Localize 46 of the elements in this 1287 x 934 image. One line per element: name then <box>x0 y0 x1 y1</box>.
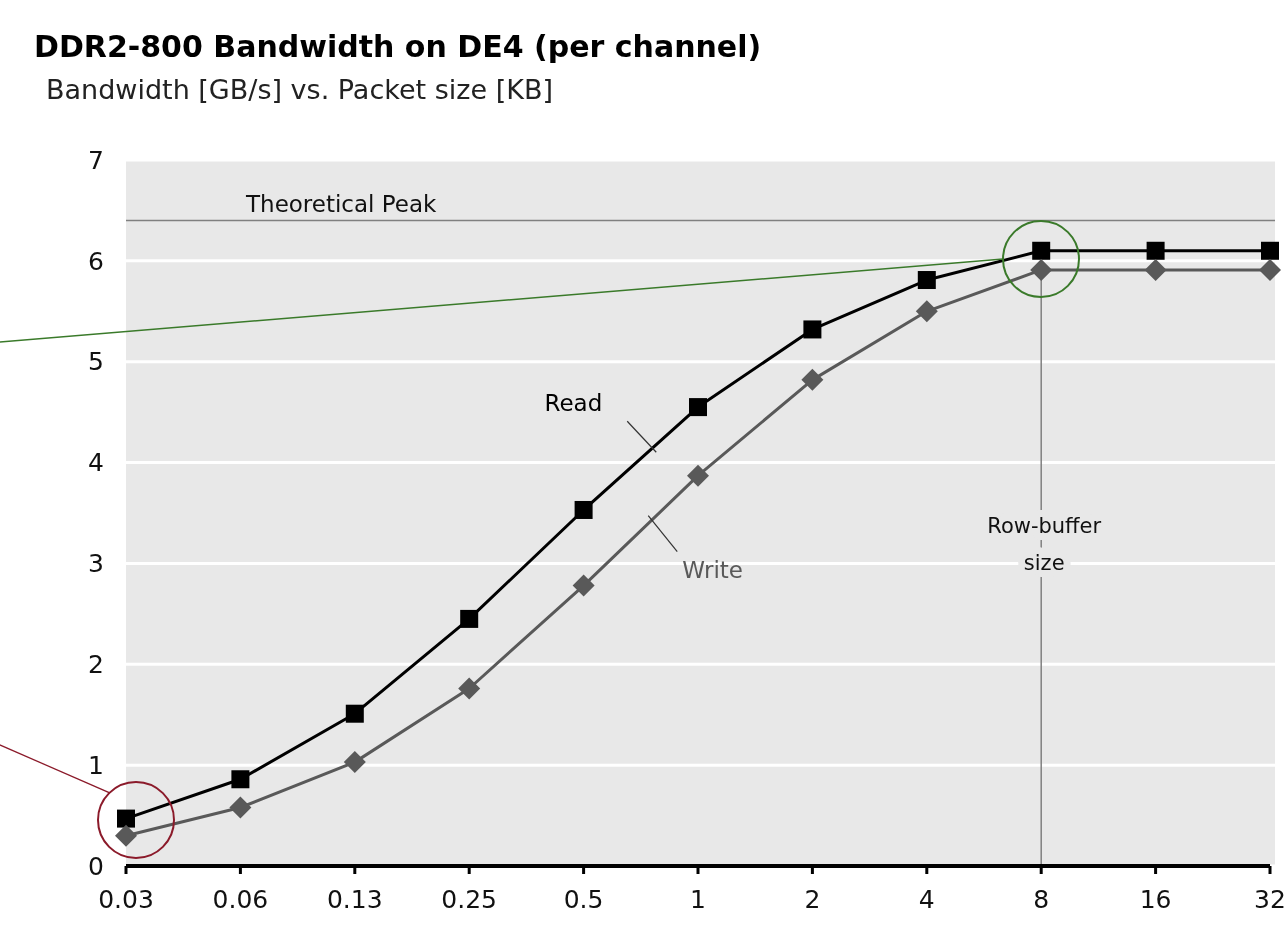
point <box>1032 241 1051 260</box>
text: Write <box>682 556 743 583</box>
chart-title: DDR2-800 Bandwidth on DE4 (per channel) <box>34 29 762 64</box>
chart-subtitle: Bandwidth [GB/s] vs. Packet size [KB] <box>46 74 553 105</box>
x-tick-label: 0.5 <box>563 885 604 914</box>
point <box>345 704 364 723</box>
point <box>801 368 824 391</box>
point <box>458 677 481 700</box>
point <box>915 300 938 323</box>
point <box>343 751 366 774</box>
point <box>803 320 822 339</box>
point <box>115 824 137 847</box>
x-tick-label: 0.25 <box>441 885 498 914</box>
x-tick-label: 0.03 <box>98 885 154 914</box>
point <box>1144 258 1167 281</box>
point <box>1259 258 1281 281</box>
y-tick-label: 7 <box>88 145 104 175</box>
y-tick-label: 4 <box>88 448 104 478</box>
y-tick-label: 3 <box>88 549 104 579</box>
point <box>687 464 709 487</box>
x-tick-label: 32 <box>1254 885 1286 914</box>
point <box>1261 241 1279 260</box>
text: Read <box>544 390 603 417</box>
y-tick-label: 1 <box>88 750 104 780</box>
point <box>917 271 936 290</box>
point <box>117 809 135 828</box>
x-tick-label: 4 <box>918 885 935 914</box>
point <box>460 609 479 628</box>
y-tick-label: 5 <box>88 347 104 377</box>
ref-line-label: Theoretical Peak <box>245 190 438 217</box>
point <box>572 574 595 597</box>
ref-line-label: Row-buffer size <box>987 514 1102 575</box>
x-tick-label: 16 <box>1139 885 1172 914</box>
y-tick-label: 2 <box>88 650 104 680</box>
y-tick-label: 6 <box>88 246 104 276</box>
point <box>229 796 252 819</box>
x-tick-label: 1 <box>690 885 706 914</box>
x-tick-label: 8 <box>1033 885 1050 914</box>
x-tick-label: 2 <box>804 885 821 914</box>
point <box>689 398 707 417</box>
y-tick-label: 0 <box>88 851 104 881</box>
x-tick-label: 0.13 <box>326 885 383 914</box>
x-tick-label: 0.06 <box>212 885 269 914</box>
point <box>1146 241 1165 260</box>
point <box>574 500 593 519</box>
point <box>231 770 250 789</box>
